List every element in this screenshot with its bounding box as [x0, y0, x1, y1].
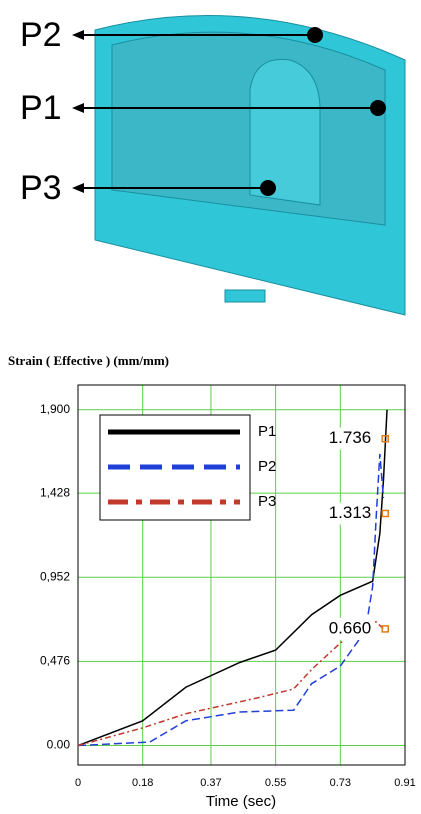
y-tick-label: 0,476 — [40, 654, 70, 668]
y-tick-label: 0.00 — [47, 738, 71, 752]
legend-label: P3 — [258, 493, 276, 510]
point-label: P1 — [20, 89, 62, 127]
annotation-label: 1.736 — [329, 428, 372, 447]
mesh-notch — [225, 290, 265, 302]
series-line — [78, 622, 383, 746]
annotation-label: 0.660 — [329, 618, 372, 637]
legend-label: P1 — [258, 423, 276, 440]
point-label: P2 — [20, 16, 62, 54]
legend-label: P2 — [258, 458, 276, 475]
x-tick-label: 0.37 — [200, 777, 221, 789]
point-label: P3 — [20, 169, 62, 207]
x-tick-label: 0.91 — [394, 777, 415, 789]
chart: 0.00 0,476 0,952 1,428 1,900 0 0.18 0.37 0.55 0.7… — [40, 385, 416, 789]
mesh-figure: P2 P1 P3 — [20, 15, 405, 315]
x-tick-label: 0.18 — [132, 777, 153, 789]
annotation-marker — [382, 626, 388, 632]
x-axis-label: Time (sec) — [206, 793, 276, 810]
annotation-marker — [382, 510, 388, 516]
x-tick-label: 0.73 — [330, 777, 351, 789]
x-tick-label: 0.55 — [265, 777, 286, 789]
y-tick-label: 0,952 — [40, 569, 70, 583]
x-tick-label: 0 — [75, 777, 81, 789]
y-tick-label: 1,900 — [40, 402, 70, 416]
annotation-label: 1.313 — [329, 503, 372, 522]
y-tick-label: 1,428 — [40, 485, 70, 499]
page: P2 P1 P3 Strain ( Effective ) (mm/mm) Ti… — [0, 0, 421, 814]
chart-title: Strain ( Effective ) (mm/mm) — [8, 353, 169, 368]
arrowheads — [72, 30, 84, 193]
mesh-boss — [250, 59, 320, 205]
